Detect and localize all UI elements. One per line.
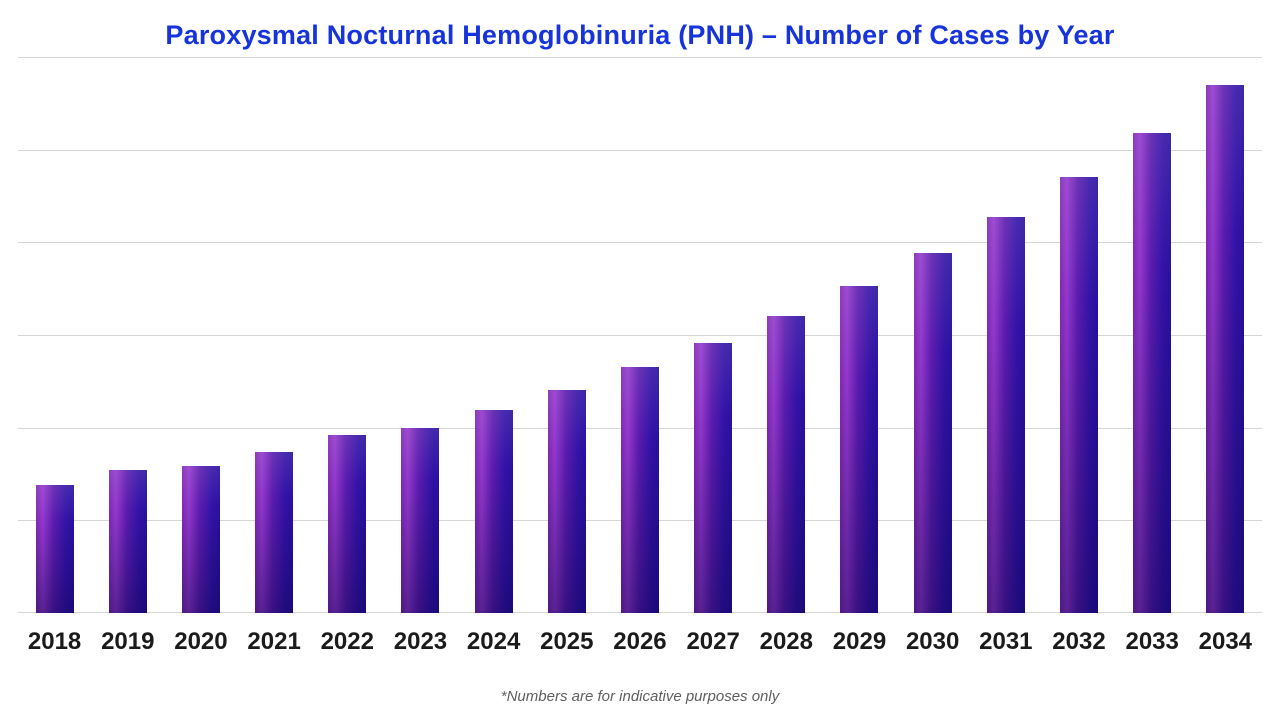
bars-row xyxy=(18,57,1262,613)
bar-2028 xyxy=(767,316,806,613)
chart-title: Paroxysmal Nocturnal Hemoglobinuria (PNH… xyxy=(165,20,1115,50)
bar-cell-2023 xyxy=(384,57,457,613)
bar-2025 xyxy=(547,390,586,613)
bar-2034 xyxy=(1206,84,1245,613)
gridline-2 xyxy=(18,242,1262,244)
bar-cell-2034 xyxy=(1189,57,1262,613)
bar-2018 xyxy=(35,484,74,613)
bar-cell-2030 xyxy=(896,57,969,613)
x-axis-label-2018: 2018 xyxy=(27,628,82,655)
footnote: *Numbers are for indicative purposes onl… xyxy=(500,688,780,705)
x-axis-label-2025: 2025 xyxy=(540,628,594,655)
bar-2031 xyxy=(986,216,1025,613)
x-axis-label-2026: 2026 xyxy=(613,628,667,655)
x-axis-label-2027: 2027 xyxy=(686,628,740,655)
bar-2029 xyxy=(840,286,879,613)
bar-2033 xyxy=(1133,132,1172,613)
bar-2023 xyxy=(401,428,440,613)
x-axis-label-2030: 2030 xyxy=(905,628,960,655)
gridline-1 xyxy=(18,149,1262,151)
x-axis-label-2019: 2019 xyxy=(101,628,155,655)
bar-2032 xyxy=(1059,176,1098,613)
bar-2021 xyxy=(255,451,294,613)
bar-cell-2020 xyxy=(164,57,237,613)
x-axis-label-2020: 2020 xyxy=(174,628,228,655)
x-axis-label-2023: 2023 xyxy=(393,628,448,655)
bar-cell-2032 xyxy=(1042,57,1115,613)
gridline-0 xyxy=(18,57,1262,58)
bar-2022 xyxy=(328,435,367,613)
bar-2024 xyxy=(474,410,513,613)
bar-cell-2031 xyxy=(969,57,1042,613)
bar-cell-2026 xyxy=(603,57,676,613)
x-axis-label-2024: 2024 xyxy=(466,628,521,655)
bar-2027 xyxy=(694,342,733,613)
plot-area xyxy=(18,57,1262,613)
x-axis-label-2034: 2034 xyxy=(1198,628,1253,655)
bar-cell-2019 xyxy=(91,57,164,613)
bar-cell-2021 xyxy=(238,57,311,613)
x-axis-labels: 2018 2019 2020 2021 2022 2023 2024 2025 2026 2027… xyxy=(18,628,1262,660)
bar-cell-2033 xyxy=(1116,57,1189,613)
bar-cell-2024 xyxy=(457,57,530,613)
x-axis-label-2021: 2021 xyxy=(247,628,301,655)
bar-2019 xyxy=(108,470,147,613)
bar-cell-2022 xyxy=(311,57,384,613)
bar-cell-2027 xyxy=(677,57,750,613)
x-axis-label-2033: 2033 xyxy=(1125,628,1179,655)
bar-cell-2025 xyxy=(530,57,603,613)
x-axis-label-2032: 2032 xyxy=(1052,628,1106,655)
x-axis-label-2022: 2022 xyxy=(320,628,374,655)
bar-cell-2028 xyxy=(750,57,823,613)
x-axis-label-2029: 2029 xyxy=(832,628,887,655)
bar-cell-2018 xyxy=(18,57,91,613)
bar-2020 xyxy=(181,466,220,613)
x-axis-label-2031: 2031 xyxy=(979,628,1033,655)
x-axis-label-2028: 2028 xyxy=(759,628,813,655)
gridline-3 xyxy=(18,335,1262,336)
bar-2026 xyxy=(620,366,659,613)
bar-2030 xyxy=(913,253,952,613)
bar-cell-2029 xyxy=(823,57,896,613)
